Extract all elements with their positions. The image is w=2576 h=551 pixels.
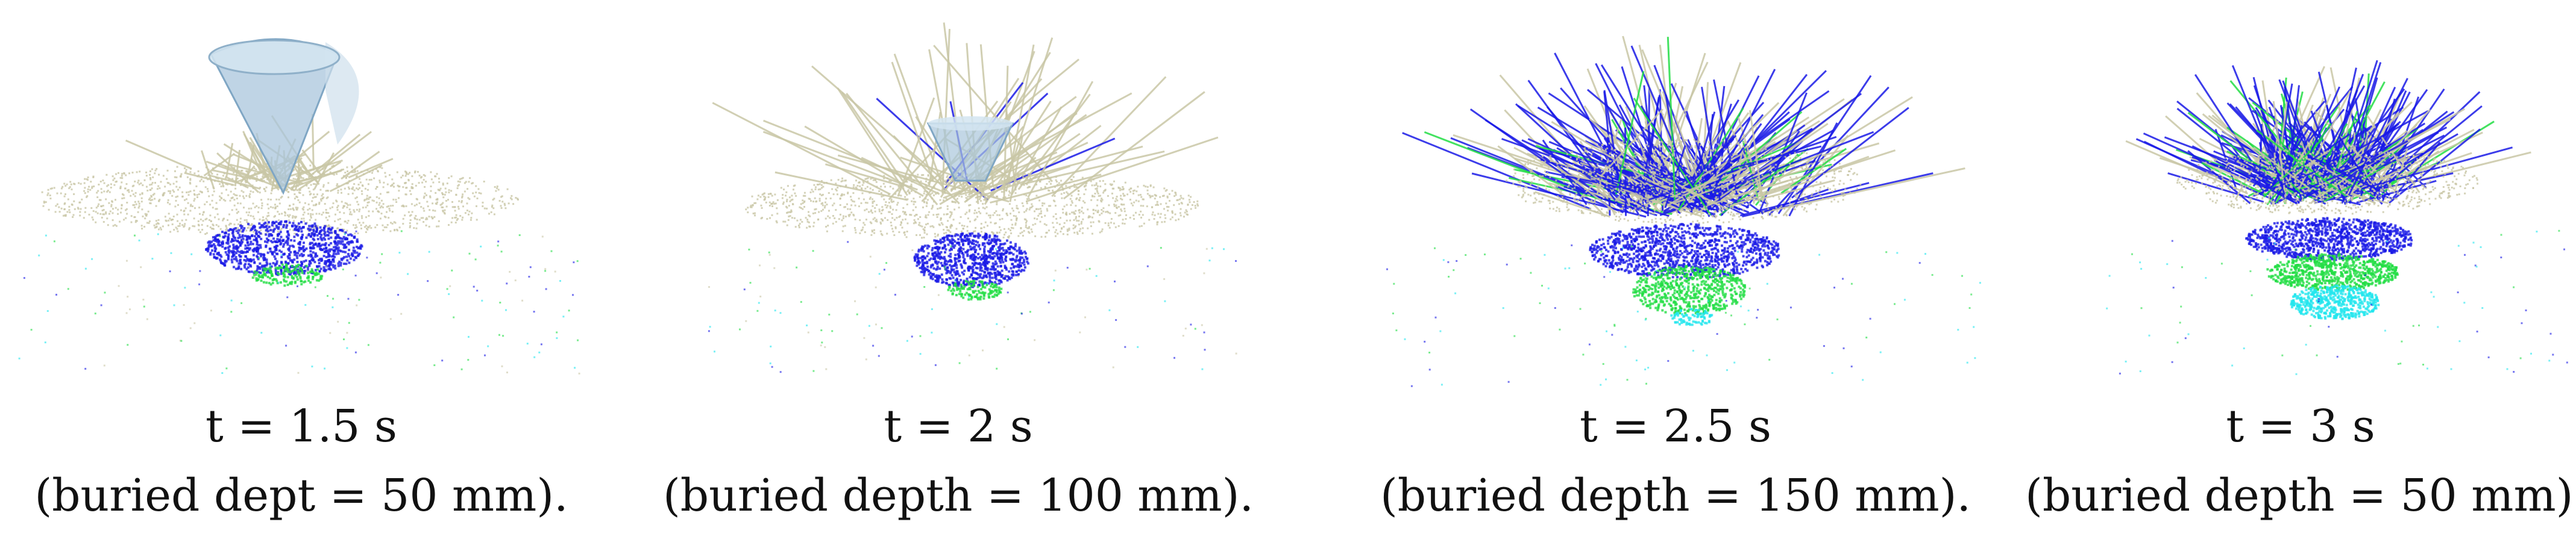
depth-label: (buried depth = 150 mm). — [1380, 470, 1971, 521]
particle-simulation-2 — [708, 22, 1237, 373]
time-label: t = 2.5 s — [1580, 400, 1771, 452]
cone-tool — [926, 116, 1014, 182]
depth-label: (buried depth = 100 mm). — [662, 470, 1254, 521]
panel-1: t = 1.5 s (buried dept = 50 mm). — [0, 0, 603, 551]
cone-tool — [208, 38, 359, 195]
particle-simulation-4 — [2106, 60, 2568, 375]
strands-layer — [1402, 36, 1965, 218]
particles-layer — [708, 172, 1237, 373]
depth-label: (buried depth = 50 mm). — [2025, 470, 2576, 521]
time-label: t = 3 s — [2226, 400, 2375, 452]
particles-layer — [2106, 148, 2568, 375]
time-label: t = 2 s — [884, 400, 1033, 452]
strands-layer — [2125, 60, 2531, 206]
panel-2: t = 2 s (buried depth = 100 mm). — [657, 0, 1260, 551]
time-label: t = 1.5 s — [206, 400, 397, 452]
particle-simulation-1 — [18, 38, 580, 375]
particles-layer — [18, 163, 580, 375]
panel-4: t = 3 s (buried depth = 50 mm). — [2025, 0, 2576, 551]
particle-simulation-3 — [1386, 36, 1981, 387]
depth-label: (buried dept = 50 mm). — [34, 470, 568, 521]
panel-3: t = 2.5 s (buried depth = 150 mm). — [1344, 0, 2007, 551]
particles-layer — [1386, 139, 1981, 387]
